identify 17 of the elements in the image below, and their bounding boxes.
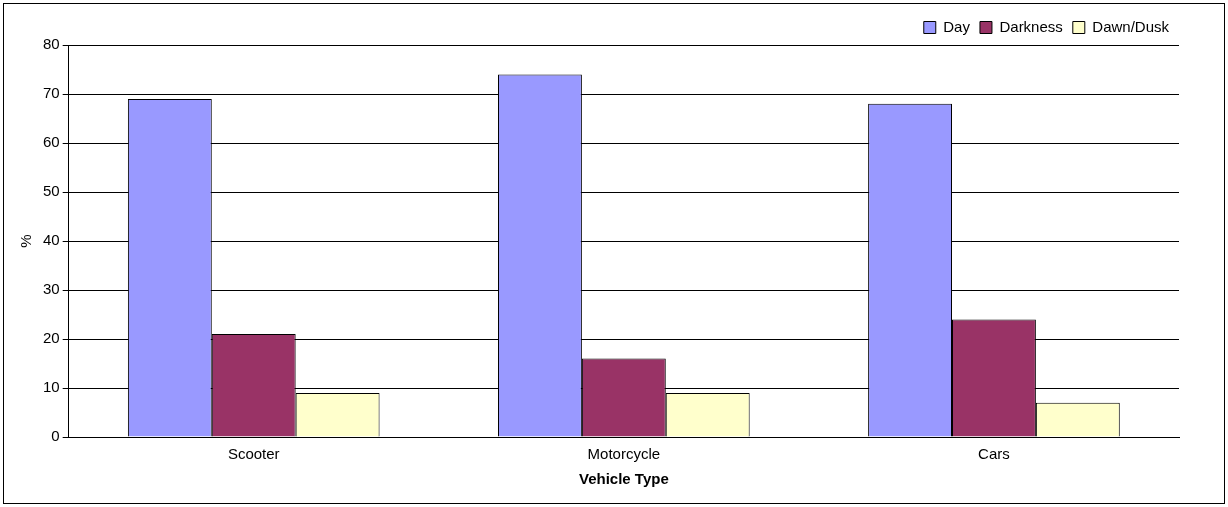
y-tick-label: 30: [43, 280, 60, 298]
y-axis-title: %: [17, 234, 35, 248]
x-tick-label: Scooter: [227, 445, 280, 463]
y-tick-label: 70: [43, 84, 60, 102]
y-tick-label: 40: [43, 231, 60, 249]
y-tick-label: 50: [43, 182, 60, 200]
y-tick-label: 10: [43, 378, 60, 396]
y-tick-label: 20: [43, 329, 60, 347]
y-tick-label: 60: [43, 133, 60, 151]
x-tick-label: Cars: [978, 445, 1010, 463]
y-tick-label: 80: [43, 35, 60, 53]
x-axis-title: Vehicle Type: [578, 470, 669, 488]
legend-label: Darkness: [999, 17, 1063, 35]
legend-label: Dawn/Dusk: [1092, 17, 1170, 35]
x-tick-label: Motorcycle: [587, 445, 661, 463]
legend-label: Day: [943, 17, 971, 35]
y-tick-label: 0: [51, 427, 60, 445]
